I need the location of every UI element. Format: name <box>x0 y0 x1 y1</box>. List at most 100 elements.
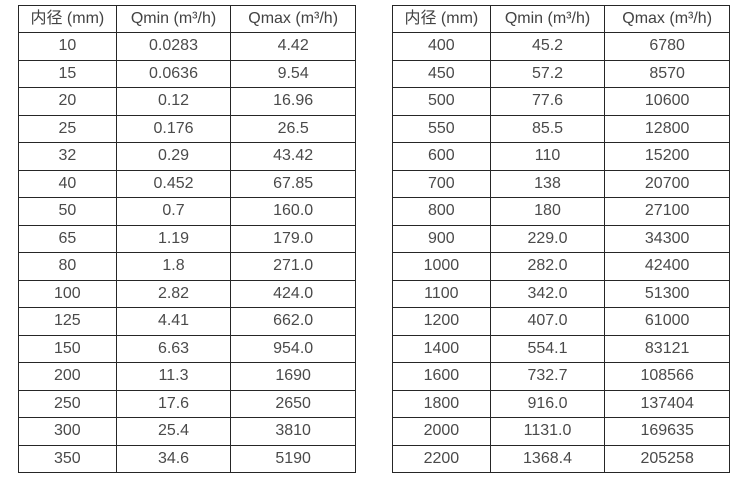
table-row: 700 138 20700 <box>392 169 730 198</box>
table-cell: 550 <box>392 114 491 143</box>
table-row: 200 11.3 1690 <box>18 362 356 391</box>
table-row: 2000 1131.0 169635 <box>392 417 730 446</box>
table-row: 1800 916.0 137404 <box>392 389 730 418</box>
table-cell: 169635 <box>604 417 730 446</box>
table-cell: 20700 <box>604 169 730 198</box>
table-cell: 554.1 <box>489 334 606 363</box>
header-row: 内径 (mm) Qmin (m³/h) Qmax (m³/h) <box>18 5 356 33</box>
table-cell: 1600 <box>392 362 491 391</box>
table-cell: 45.2 <box>489 32 606 61</box>
table-cell: 110 <box>489 142 606 171</box>
flow-table-small-diameters: 内径 (mm) Qmin (m³/h) Qmax (m³/h) 10 0.0283 4.4… <box>18 5 356 473</box>
table-cell: 1690 <box>230 362 356 391</box>
table-cell: 15 <box>18 59 117 88</box>
table-cell: 600 <box>392 142 491 171</box>
table-row: 250 17.6 2650 <box>18 389 356 418</box>
table-cell: 180 <box>489 197 606 226</box>
table-cell: 229.0 <box>489 224 606 253</box>
table-cell: 5190 <box>230 444 356 473</box>
table-cell: 16.96 <box>230 87 356 116</box>
table-cell: 150 <box>18 334 117 363</box>
table-row: 150 6.63 954.0 <box>18 334 356 363</box>
table-cell: 450 <box>392 59 491 88</box>
table-cell: 6780 <box>604 32 730 61</box>
table-row: 15 0.0636 9.54 <box>18 59 356 88</box>
table-row: 800 180 27100 <box>392 197 730 226</box>
table-cell: 12800 <box>604 114 730 143</box>
column-header: Qmax (m³/h) <box>604 5 730 33</box>
table-cell: 954.0 <box>230 334 356 363</box>
table-row: 65 1.19 179.0 <box>18 224 356 253</box>
table-cell: 17.6 <box>115 389 232 418</box>
table-cell: 34.6 <box>115 444 232 473</box>
table-cell: 179.0 <box>230 224 356 253</box>
table-cell: 700 <box>392 169 491 198</box>
table-cell: 1400 <box>392 334 491 363</box>
table-cell: 138 <box>489 169 606 198</box>
table-row: 1100 342.0 51300 <box>392 279 730 308</box>
table-cell: 80 <box>18 252 117 281</box>
table-cell: 137404 <box>604 389 730 418</box>
table-row: 350 34.6 5190 <box>18 444 356 473</box>
table-cell: 6.63 <box>115 334 232 363</box>
table-cell: 0.12 <box>115 87 232 116</box>
column-header: Qmin (m³/h) <box>489 5 606 33</box>
table-cell: 1368.4 <box>489 444 606 473</box>
table-row: 600 110 15200 <box>392 142 730 171</box>
table-cell: 300 <box>18 417 117 446</box>
table-cell: 57.2 <box>489 59 606 88</box>
table-cell: 125 <box>18 307 117 336</box>
table-cell: 0.0283 <box>115 32 232 61</box>
table-row: 500 77.6 10600 <box>392 87 730 116</box>
table-cell: 51300 <box>604 279 730 308</box>
table-row: 32 0.29 43.42 <box>18 142 356 171</box>
column-header: Qmax (m³/h) <box>230 5 356 33</box>
table-row: 100 2.82 424.0 <box>18 279 356 308</box>
table-cell: 8570 <box>604 59 730 88</box>
table-cell: 250 <box>18 389 117 418</box>
table-cell: 1000 <box>392 252 491 281</box>
table-cell: 2200 <box>392 444 491 473</box>
table-cell: 34300 <box>604 224 730 253</box>
table-cell: 15200 <box>604 142 730 171</box>
table-cell: 27100 <box>604 197 730 226</box>
table-cell: 916.0 <box>489 389 606 418</box>
table-cell: 282.0 <box>489 252 606 281</box>
table-cell: 50 <box>18 197 117 226</box>
table-cell: 0.452 <box>115 169 232 198</box>
table-row: 1400 554.1 83121 <box>392 334 730 363</box>
table-row: 900 229.0 34300 <box>392 224 730 253</box>
table-cell: 1.19 <box>115 224 232 253</box>
table-cell: 350 <box>18 444 117 473</box>
table-cell: 10600 <box>604 87 730 116</box>
table-cell: 500 <box>392 87 491 116</box>
table-cell: 9.54 <box>230 59 356 88</box>
table-cell: 0.176 <box>115 114 232 143</box>
table-cell: 407.0 <box>489 307 606 336</box>
table-cell: 85.5 <box>489 114 606 143</box>
table-cell: 4.41 <box>115 307 232 336</box>
table-cell: 1800 <box>392 389 491 418</box>
table-row: 40 0.452 67.85 <box>18 169 356 198</box>
table-cell: 342.0 <box>489 279 606 308</box>
table-cell: 25.4 <box>115 417 232 446</box>
table-cell: 732.7 <box>489 362 606 391</box>
table-cell: 4.42 <box>230 32 356 61</box>
table-row: 25 0.176 26.5 <box>18 114 356 143</box>
table-cell: 10 <box>18 32 117 61</box>
flow-table-large-diameters: 内径 (mm) Qmin (m³/h) Qmax (m³/h) 400 45.2 6780… <box>392 5 730 473</box>
table-cell: 1131.0 <box>489 417 606 446</box>
table-cell: 65 <box>18 224 117 253</box>
column-header: Qmin (m³/h) <box>115 5 232 33</box>
table-cell: 424.0 <box>230 279 356 308</box>
table-row: 450 57.2 8570 <box>392 59 730 88</box>
table-cell: 40 <box>18 169 117 198</box>
table-cell: 205258 <box>604 444 730 473</box>
table-cell: 1.8 <box>115 252 232 281</box>
table-cell: 100 <box>18 279 117 308</box>
table-cell: 20 <box>18 87 117 116</box>
table-cell: 43.42 <box>230 142 356 171</box>
table-cell: 83121 <box>604 334 730 363</box>
table-cell: 61000 <box>604 307 730 336</box>
